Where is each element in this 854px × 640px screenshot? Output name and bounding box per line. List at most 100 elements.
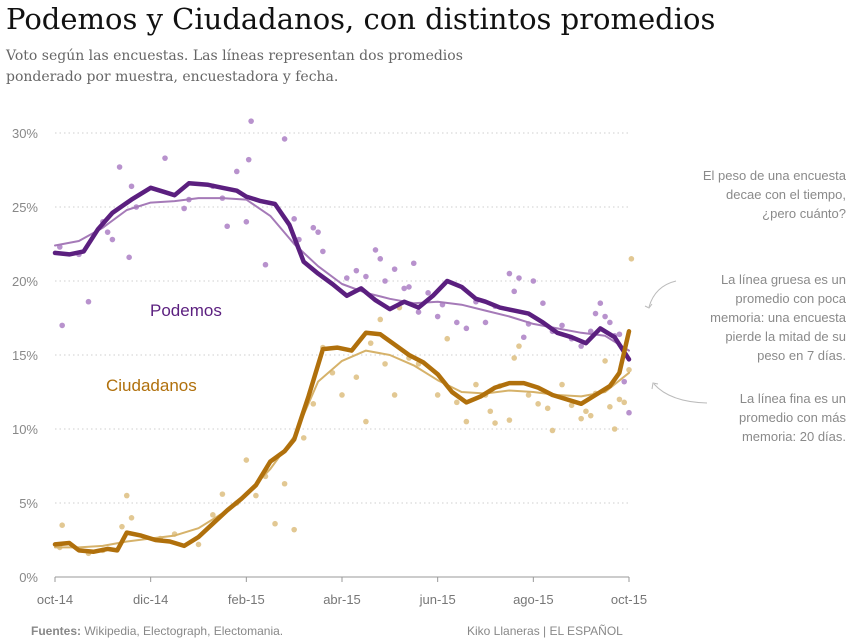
- sources-footer: Fuentes: Wikipedia, Electograph, Electom…: [31, 624, 283, 638]
- annotation-line: peso en 7 días.: [757, 348, 846, 363]
- ciudadanos-poll-dot: [219, 491, 226, 497]
- podemos-poll-dot: [406, 284, 412, 290]
- ciudadanos-poll-dot: [377, 316, 384, 323]
- podemos-poll-dot: [281, 136, 288, 142]
- ciudadanos-thick-average-line: [52, 329, 632, 555]
- podemos-poll-dot: [587, 328, 594, 335]
- ciudadanos-poll-dot: [363, 418, 369, 425]
- podemos-poll-dot: [578, 343, 584, 349]
- ciudadanos-poll-dot: [382, 361, 388, 367]
- podemos-poll-dot: [377, 255, 384, 262]
- chart-subtitle-line-2: ponderado por muestra, encuestadora y fe…: [6, 69, 339, 85]
- podemos-poll-dot: [181, 205, 187, 212]
- annotation-line: El peso de una encuesta: [702, 168, 846, 183]
- annotation-line: La línea gruesa es un: [720, 272, 846, 287]
- ciudadanos-poll-dot: [587, 412, 594, 419]
- ciudadanos-poll-dot: [353, 374, 360, 381]
- ciudadanos-poll-dot: [281, 480, 288, 487]
- podemos-poll-dot: [410, 260, 417, 267]
- annotation-line: promedio con poca: [735, 291, 846, 306]
- ciudadanos-poll-dot: [549, 427, 556, 434]
- x-tick-label: oct-14: [37, 592, 73, 607]
- ciudadanos-poll-dot: [210, 512, 216, 518]
- podemos-poll-dot: [597, 300, 604, 307]
- ciudadanos-poll-dot: [339, 392, 345, 398]
- ciudadanos-poll-dot: [616, 396, 623, 403]
- ciudadanos-poll-dot: [253, 492, 259, 499]
- ciudadanos-poll-dot: [516, 343, 522, 349]
- ciudadanos-poll-dot: [128, 515, 135, 521]
- y-tick-label: 25%: [12, 200, 38, 215]
- annotation-line: pierde la mitad de su: [725, 329, 846, 344]
- podemos-poll-dot: [104, 229, 111, 235]
- podemos-poll-dot: [126, 254, 132, 261]
- podemos-poll-dot: [511, 288, 517, 295]
- podemos-poll-dot: [245, 156, 252, 163]
- podemos-poll-dot: [592, 310, 599, 317]
- podemos-poll-dot: [363, 273, 369, 280]
- ciudadanos-poll-dot: [243, 457, 250, 463]
- podemos-poll-dot: [602, 313, 608, 320]
- ciudadanos-poll-dot: [391, 392, 398, 398]
- annotation-arrow: [653, 383, 708, 404]
- annotation-weight-decay: El peso de una encuesta decae con el tie…: [703, 166, 846, 223]
- annotation-thin-line: La línea fina es un promedio con más mem…: [739, 389, 846, 446]
- ciudadanos-poll-dot: [310, 401, 317, 407]
- chart-title: Podemos y Ciudadanos, con distintos prom…: [6, 2, 716, 36]
- annotation-thick-line: La línea gruesa es un promedio con poca …: [710, 270, 846, 365]
- ciudadanos-poll-dot: [487, 408, 494, 415]
- podemos-poll-dot: [506, 270, 513, 277]
- ciudadanos-poll-dot: [583, 408, 589, 415]
- ciudadanos-poll-dot: [473, 381, 479, 388]
- podemos-poll-dot: [85, 298, 92, 305]
- ciudadanos-poll-dot: [291, 526, 297, 533]
- podemos-thick-average-line: [52, 181, 632, 362]
- podemos-poll-dot: [262, 261, 269, 268]
- annotation-line: memoria: una encuesta: [710, 310, 846, 325]
- y-tick-label: 5%: [19, 496, 38, 511]
- ciudadanos-poll-dot: [434, 392, 441, 398]
- ciudadanos-poll-dot: [511, 355, 517, 361]
- y-tick-label: 10%: [12, 422, 38, 437]
- ciudadanos-poll-dot: [621, 399, 628, 406]
- ciudadanos-poll-dot: [578, 415, 584, 422]
- ciudadanos-poll-dot: [119, 523, 125, 530]
- ciudadanos-poll-dot: [525, 392, 532, 398]
- podemos-poll-dot: [463, 325, 470, 332]
- annotation-arrow: [648, 280, 677, 308]
- podemos-poll-dot: [310, 224, 317, 231]
- ciudadanos-poll-dot: [492, 420, 498, 426]
- x-tick-label: ago-15: [513, 592, 553, 607]
- ciudadanos-poll-dot: [611, 426, 618, 432]
- ciudadanos-poll-dot: [535, 401, 541, 407]
- ciudadanos-poll-dot: [607, 404, 613, 410]
- y-tick-label: 30%: [12, 126, 38, 141]
- podemos-poll-dot: [616, 331, 623, 338]
- podemos-poll-dot: [516, 275, 522, 281]
- podemos-poll-dot: [626, 409, 632, 416]
- ciudadanos-poll-dot: [568, 402, 575, 409]
- ciudadanos-series-label: Ciudadanos: [106, 376, 197, 395]
- annotation-line: promedio con más: [739, 410, 846, 425]
- credit-footer: Kiko Llaneras | EL ESPAÑOL: [467, 624, 623, 638]
- podemos-poll-dot: [59, 322, 65, 329]
- ciudadanos-poll-dot: [59, 522, 65, 528]
- podemos-poll-dot: [391, 266, 398, 272]
- podemos-poll-dot: [315, 229, 321, 235]
- podemos-poll-dot: [224, 223, 230, 230]
- podemos-poll-dot: [233, 168, 240, 175]
- podemos-poll-dot: [372, 247, 379, 253]
- sources-text: Wikipedia, Electograph, Electomania.: [81, 624, 284, 638]
- ciudadanos-poll-dot: [602, 358, 608, 364]
- podemos-poll-dot: [353, 267, 360, 274]
- podemos-poll-dot: [128, 183, 135, 190]
- ciudadanos-poll-dot: [463, 418, 470, 425]
- x-tick-label: oct-15: [611, 592, 647, 607]
- ciudadanos-poll-dot: [272, 520, 278, 527]
- podemos-poll-dot: [116, 164, 123, 170]
- podemos-series-label: Podemos: [150, 301, 222, 320]
- podemos-poll-dot: [243, 219, 250, 225]
- annotation-line: La línea fina es un: [739, 391, 846, 406]
- annotation-line: decae con el tiempo,: [726, 187, 846, 202]
